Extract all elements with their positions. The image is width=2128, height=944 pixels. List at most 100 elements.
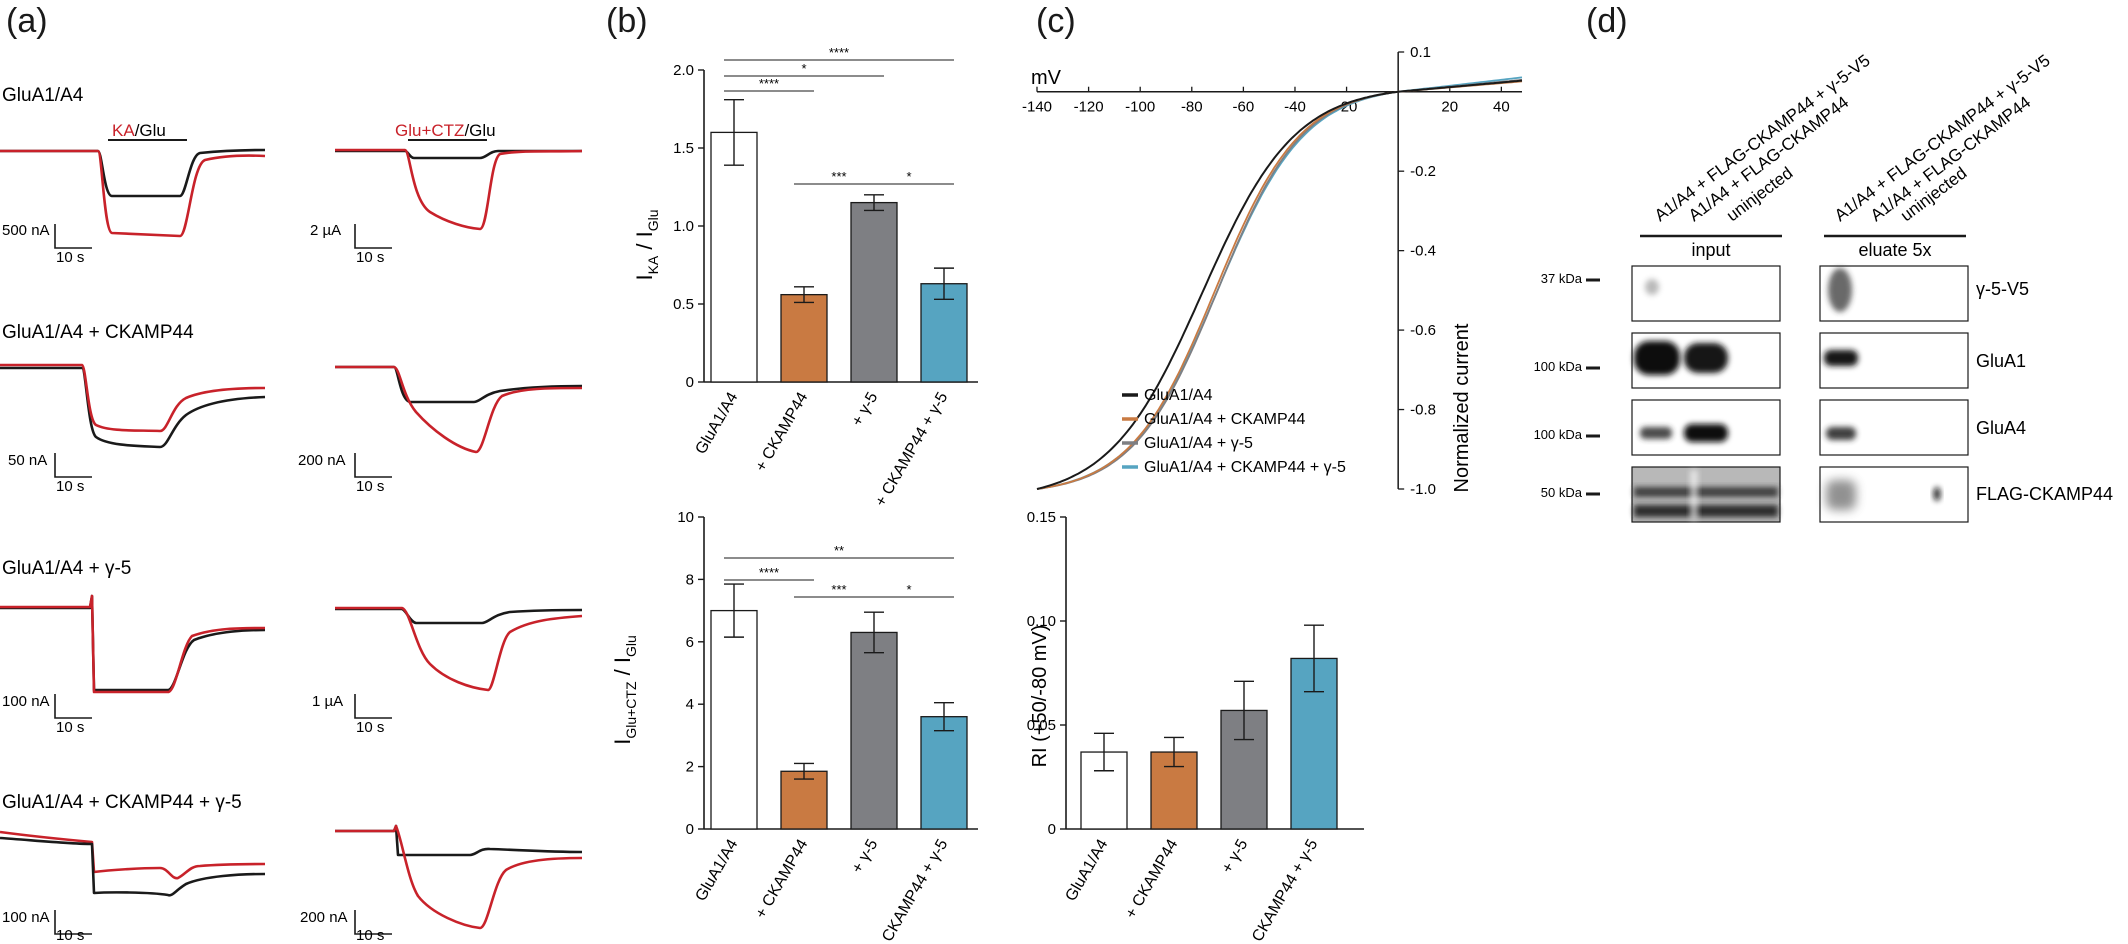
band [1826, 427, 1856, 440]
x-tick-label: + γ-5 [849, 389, 882, 429]
current-trace [335, 148, 583, 231]
significance-label: *** [831, 169, 846, 184]
svg-text:10 s: 10 s [56, 927, 84, 944]
svg-text:10 s: 10 s [356, 927, 384, 944]
svg-text:200 nA: 200 nA [300, 909, 348, 926]
y-tick-label: -0.2 [1410, 163, 1436, 180]
panel-label-c: (c) [1036, 2, 1076, 40]
c-ri-ylabel: RI (+50/-80 mV) [1029, 625, 1051, 768]
lane-label-input-2: A1/A4 + FLAG-CKAMP44 [1685, 93, 1852, 226]
scale-bar-r3-right: 1 µA 10 s [312, 693, 392, 736]
blot-row-flag-ckamp44: 50 kDa FLAG-CKAMP44 [1541, 466, 2113, 523]
band [1826, 480, 1856, 510]
group-label-input: input [1691, 240, 1730, 260]
svg-text:10 s: 10 s [356, 719, 384, 736]
current-trace [0, 594, 266, 694]
y-tick-label: 0 [686, 821, 694, 838]
marker-label: 100 kDa [1534, 427, 1583, 442]
svg-text:200 nA: 200 nA [298, 452, 346, 469]
iv-series-line [1036, 79, 1523, 490]
current-trace [335, 824, 583, 930]
legend-label: GluA1/A4 + CKAMP44 + γ-5 [1144, 459, 1346, 476]
b-top-ylabel: IKA / IGlu [632, 209, 661, 280]
x-tick-label: -80 [1181, 99, 1203, 116]
x-tick-label: + CKAMP44 [752, 836, 811, 921]
current-trace [335, 606, 583, 692]
scale-bar-r1-left: 500 nA 10 s [2, 222, 92, 266]
blot-input-gamma5 [1631, 265, 1781, 322]
svg-text:10 s: 10 s [56, 719, 84, 736]
svg-text:1 µA: 1 µA [312, 693, 343, 710]
protocol-label-right: Glu+CTZ/Glu [395, 121, 496, 140]
svg-text:2 µA: 2 µA [310, 222, 341, 239]
bar [710, 609, 758, 830]
scale-bar-r4-right: 200 nA 10 s [300, 909, 392, 944]
significance-label: **** [759, 565, 779, 580]
scale-bar-r2-right: 200 nA 10 s [298, 452, 392, 495]
bar [780, 770, 828, 830]
protocol-label-left: KA/Glu [112, 121, 166, 140]
band [1933, 487, 1941, 501]
x-tick-label: + CKAMP44 [1122, 836, 1181, 921]
y-tick-label: 0 [1048, 821, 1056, 838]
current-trace [0, 836, 266, 897]
current-trace [0, 366, 266, 449]
current-trace [0, 594, 266, 692]
y-tick-label: 1.0 [673, 218, 694, 235]
significance-label: **** [829, 45, 849, 60]
current-trace [335, 365, 583, 454]
y-tick-label: -0.4 [1410, 243, 1436, 260]
x-tick-label: -100 [1125, 99, 1155, 116]
y-tick-label: 2 [686, 759, 694, 776]
y-tick-label: 0.15 [1027, 509, 1056, 526]
bar [710, 131, 758, 383]
current-trace [0, 363, 266, 433]
panel-a-current-traces: GluA1/A4 GluA1/A4 + CKAMP44 GluA1/A4 + γ… [0, 85, 583, 944]
y-tick-label: 0.05 [1027, 717, 1056, 734]
band [1684, 424, 1728, 442]
band [1634, 505, 1778, 517]
marker-label: 100 kDa [1534, 359, 1583, 374]
y-tick-label: 0.1 [1410, 44, 1431, 61]
significance-label: * [906, 169, 911, 184]
x-tick-label: 20 [1441, 99, 1458, 116]
bar [920, 716, 968, 830]
svg-text:10 s: 10 s [356, 478, 384, 495]
x-tick-label: + CKAMP44 + γ-5 [872, 836, 951, 944]
bar [850, 201, 898, 383]
band [1640, 427, 1672, 439]
scale-bar-r2-left: 50 nA 10 s [8, 452, 92, 495]
protein-label: GluA4 [1976, 418, 2026, 438]
protein-label: GluA1 [1976, 351, 2026, 371]
blot-row-gamma5: 37 kDa γ-5-V5 [1541, 265, 2029, 322]
x-tick-label: -140 [1022, 99, 1052, 116]
x-tick-label: GluA1/A4 [692, 836, 741, 904]
significance-label: * [906, 582, 911, 597]
lane-label-eluate-2: A1/A4 + FLAG-CKAMP44 [1867, 93, 2034, 226]
bar [920, 283, 968, 383]
x-tick-label: + γ-5 [1219, 836, 1252, 876]
svg-text:10 s: 10 s [56, 478, 84, 495]
y-tick-label: 8 [686, 571, 694, 588]
scale-bar-r1-right: 2 µA 10 s [310, 222, 392, 266]
x-tick-label: -40 [1284, 99, 1306, 116]
significance-label: * [801, 61, 806, 76]
y-tick-label: 0.10 [1027, 613, 1056, 630]
trace-row-title-4: GluA1/A4 + CKAMP44 + γ-5 [2, 792, 242, 813]
b-bottom-ylabel: IGlu+CTZ / IGlu [610, 635, 639, 745]
significance-label: *** [831, 582, 846, 597]
y-tick-label: 10 [677, 509, 694, 526]
x-tick-label: + CKAMP44 + γ-5 [1242, 836, 1321, 944]
x-tick-label: + γ-5 [849, 836, 882, 876]
svg-text:100 nA: 100 nA [2, 693, 50, 710]
blot-row-glua1: 100 kDa GluA1 [1534, 332, 2026, 389]
chart-c-iv-curve: mV Normalized current -140 -120 -100 -80 -60… [1022, 44, 1523, 498]
band [1690, 470, 1698, 520]
x-tick-label: + CKAMP44 [752, 389, 811, 474]
significance-label: ** [834, 543, 844, 558]
current-trace [335, 824, 583, 857]
current-trace [0, 148, 266, 198]
legend-label: GluA1/A4 + CKAMP44 [1144, 411, 1306, 428]
panel-label-a: (a) [6, 2, 48, 40]
